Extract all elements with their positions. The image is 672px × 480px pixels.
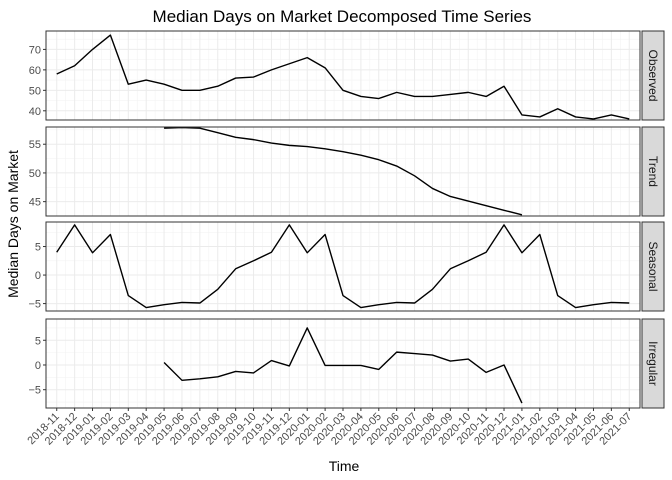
y-axis-title: Median Days on Market: [5, 150, 21, 298]
y-tick-label: 0: [35, 270, 41, 282]
series-line-observed: [56, 34, 630, 120]
panel-border: [45, 30, 641, 121]
strip-irregular: [641, 318, 665, 409]
series-line-irregular: [163, 327, 523, 404]
x-axis: 2018-112018-122019-012019-022019-032019-…: [25, 408, 634, 448]
panel-trend: 45 50 55 Trend: [29, 126, 665, 217]
y-tick-label: −5: [28, 299, 41, 311]
strip-label-irregular: Irregular: [646, 341, 660, 386]
y-tick-label: 70: [29, 44, 41, 56]
strip-label-seasonal: Seasonal: [646, 241, 660, 291]
y-tick-label: 60: [29, 65, 41, 77]
y-tick-label: 0: [35, 360, 41, 372]
y-tick-label: 40: [29, 106, 41, 118]
strip-label-observed: Observed: [646, 49, 660, 101]
strip-trend: [641, 126, 665, 217]
panel-irregular: −5 0 5 Irregular: [28, 318, 665, 409]
y-tick-label: 5: [35, 335, 41, 347]
panel-border: [45, 221, 641, 312]
y-tick-label: 50: [29, 168, 41, 180]
chart-title: Median Days on Market Decomposed Time Se…: [153, 7, 532, 26]
x-axis-title: Time: [329, 458, 360, 474]
y-tick-label: 45: [29, 197, 41, 209]
panel-border: [45, 126, 641, 217]
strip-label-trend: Trend: [646, 156, 660, 187]
strip-observed: [641, 30, 665, 121]
panel-observed: 40 50 60 70 Observed: [29, 30, 665, 121]
panel-seasonal: −5 0 5 Seasonal: [28, 221, 665, 312]
y-tick-label: 50: [29, 85, 41, 97]
y-tick-label: −5: [28, 385, 41, 397]
y-tick-label: 55: [29, 139, 41, 151]
series-line-trend: [164, 126, 523, 216]
y-tick-label: 5: [35, 242, 41, 254]
series-line-seasonal: [56, 224, 630, 309]
strip-seasonal: [641, 221, 665, 312]
